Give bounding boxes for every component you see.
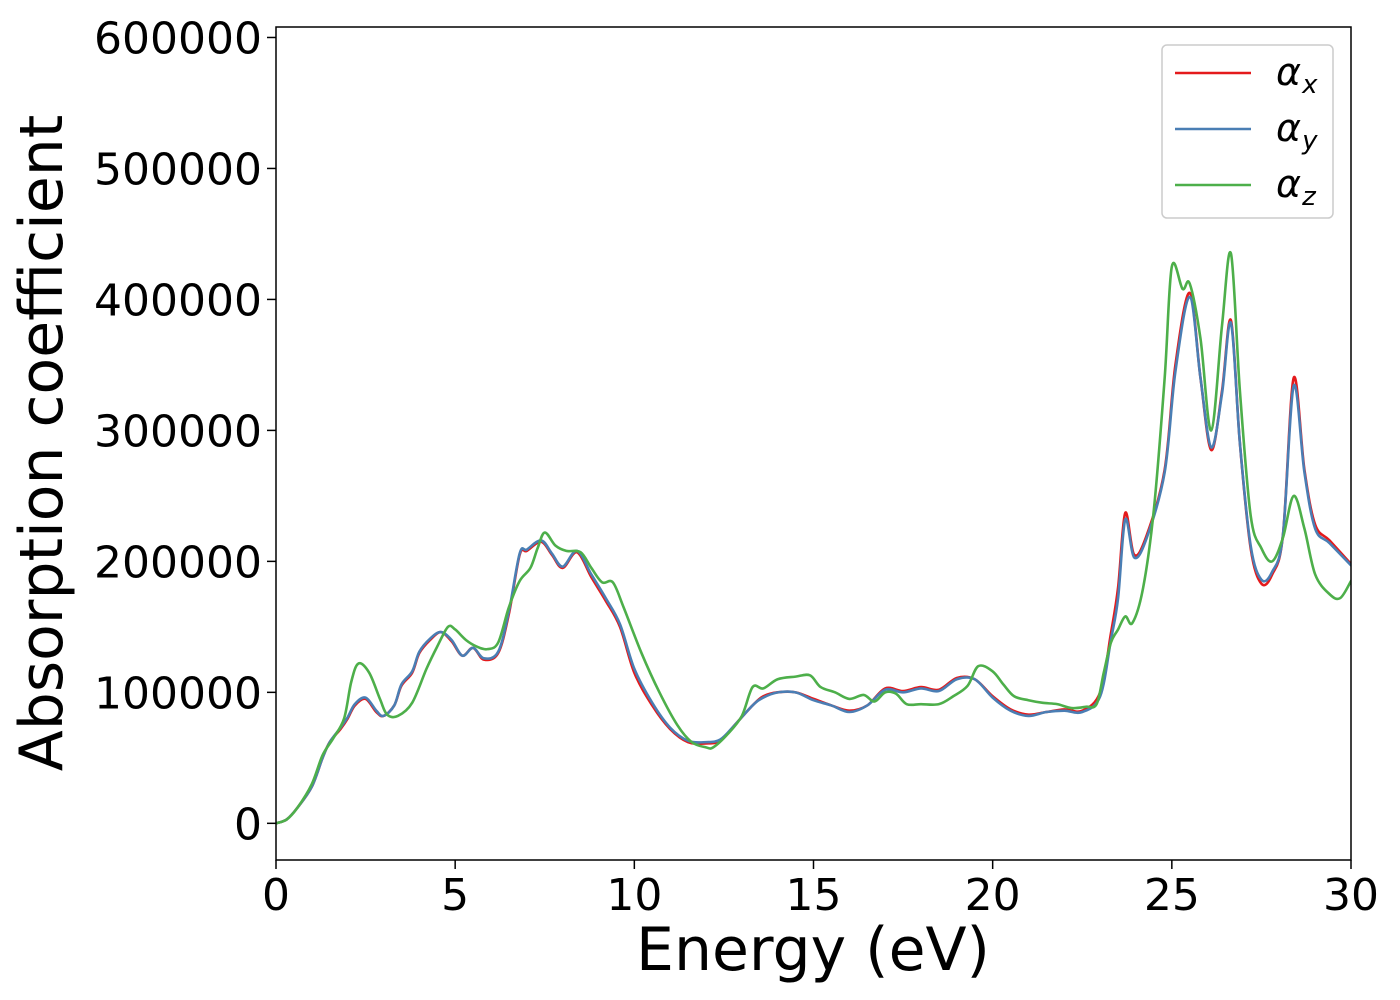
legend-label-base: α [1276, 162, 1301, 206]
series-layer [276, 250, 1351, 825]
x-tick-label: 15 [786, 870, 842, 921]
legend-label-y: αy [1276, 106, 1318, 156]
legend-box [1161, 44, 1334, 219]
x-tick-label: 20 [965, 870, 1021, 921]
legend-label-base: α [1276, 106, 1301, 150]
y-tick-label: 100000 [94, 668, 262, 719]
y-axis-title: Absorption coefficient [7, 115, 77, 772]
y-axis: 0 100000 200000 300000 400000 500000 600000 [94, 13, 276, 850]
x-axis: 0 5 10 15 20 25 30 [262, 860, 1379, 921]
x-tick-label: 10 [606, 870, 662, 921]
x-axis-title: Energy (eV) [636, 915, 990, 985]
x-tick-label: 0 [262, 870, 290, 921]
y-tick-label: 0 [234, 799, 262, 850]
legend-label-subscript: z [1301, 182, 1317, 212]
series-line-z [276, 250, 1351, 825]
legend-label-base: α [1276, 50, 1301, 94]
y-tick-label: 200000 [94, 537, 262, 588]
series-line-y [276, 295, 1351, 825]
y-tick-label: 500000 [94, 144, 262, 195]
x-tick-label: 25 [1144, 870, 1200, 921]
x-tick-label: 5 [441, 870, 469, 921]
legend-label-subscript: x [1301, 70, 1318, 100]
legend-label-subscript: y [1301, 126, 1318, 156]
y-tick-label: 600000 [94, 13, 262, 64]
legend-label-z: αz [1276, 162, 1317, 212]
y-tick-label: 300000 [94, 406, 262, 457]
x-tick-label: 30 [1323, 870, 1379, 921]
y-tick-label: 400000 [94, 275, 262, 326]
legend-label-x: αx [1276, 50, 1318, 100]
